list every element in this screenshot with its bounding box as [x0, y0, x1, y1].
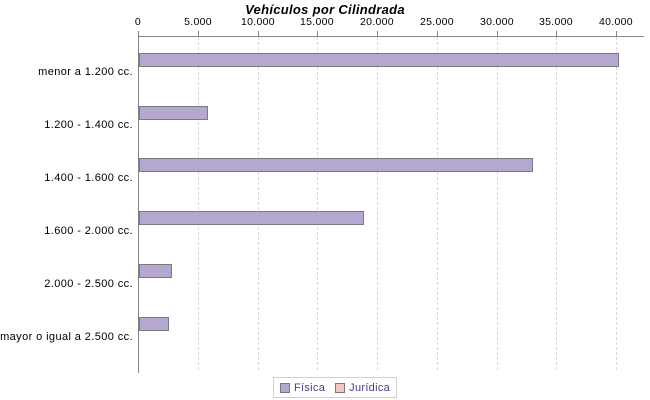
x-axis-tick-label: 40.000	[599, 16, 633, 28]
y-axis-line	[138, 36, 139, 373]
x-axis-tick	[258, 31, 259, 36]
x-axis-tick	[556, 31, 557, 36]
bar-fisica	[139, 264, 172, 278]
x-gridline	[556, 37, 557, 370]
x-gridline	[377, 37, 378, 370]
legend-swatch	[335, 382, 346, 393]
legend-box: Física Jurídica	[273, 377, 398, 398]
bar-fisica	[139, 211, 364, 225]
x-gridline	[317, 37, 318, 370]
x-axis-tick	[198, 31, 199, 36]
x-axis-tick	[317, 31, 318, 36]
x-axis-tick-label: 15.000	[300, 16, 334, 28]
category-label: 2.000 - 2.500 cc.	[44, 278, 133, 290]
category-label: 1.200 - 1.400 cc.	[44, 119, 133, 131]
x-axis-tick-label: 5.000	[184, 16, 212, 28]
legend-label: Física	[294, 381, 326, 394]
legend-item: Física	[280, 382, 325, 394]
x-axis-tick-label: 20.000	[360, 16, 394, 28]
x-axis-tick-label: 10.000	[241, 16, 275, 28]
x-axis-tick-label: 0	[134, 16, 142, 28]
x-gridline	[616, 37, 617, 370]
legend-label: Jurídica	[349, 381, 391, 394]
bar-fisica	[139, 106, 208, 120]
category-label: menor a 1.200 cc.	[38, 66, 133, 78]
x-axis-tick-label: 25.000	[420, 16, 454, 28]
x-gridline	[497, 37, 498, 370]
x-axis-tick	[377, 31, 378, 36]
x-gridline	[198, 37, 199, 370]
bar-fisica	[139, 158, 533, 172]
category-label: 1.600 - 2.000 cc.	[44, 225, 133, 237]
x-gridline	[437, 37, 438, 370]
x-axis-tick-label: 30.000	[480, 16, 514, 28]
x-axis-tick-label: 35.000	[539, 16, 573, 28]
legend-swatch	[280, 382, 290, 393]
x-axis-tick	[437, 31, 438, 36]
x-axis-tick	[616, 31, 617, 36]
x-axis-line	[138, 36, 644, 37]
category-label: 1.400 - 1.600 cc.	[44, 172, 133, 184]
x-axis-tick	[497, 31, 498, 36]
chart-title: Vehículos por Cilindrada	[245, 2, 405, 17]
legend-item: Jurídica	[335, 382, 390, 394]
x-gridline	[258, 37, 259, 370]
x-axis-tick	[138, 31, 139, 36]
bar-fisica	[139, 317, 169, 331]
bar-fisica	[139, 53, 619, 67]
category-label: mayor o igual a 2.500 cc.	[0, 331, 133, 343]
